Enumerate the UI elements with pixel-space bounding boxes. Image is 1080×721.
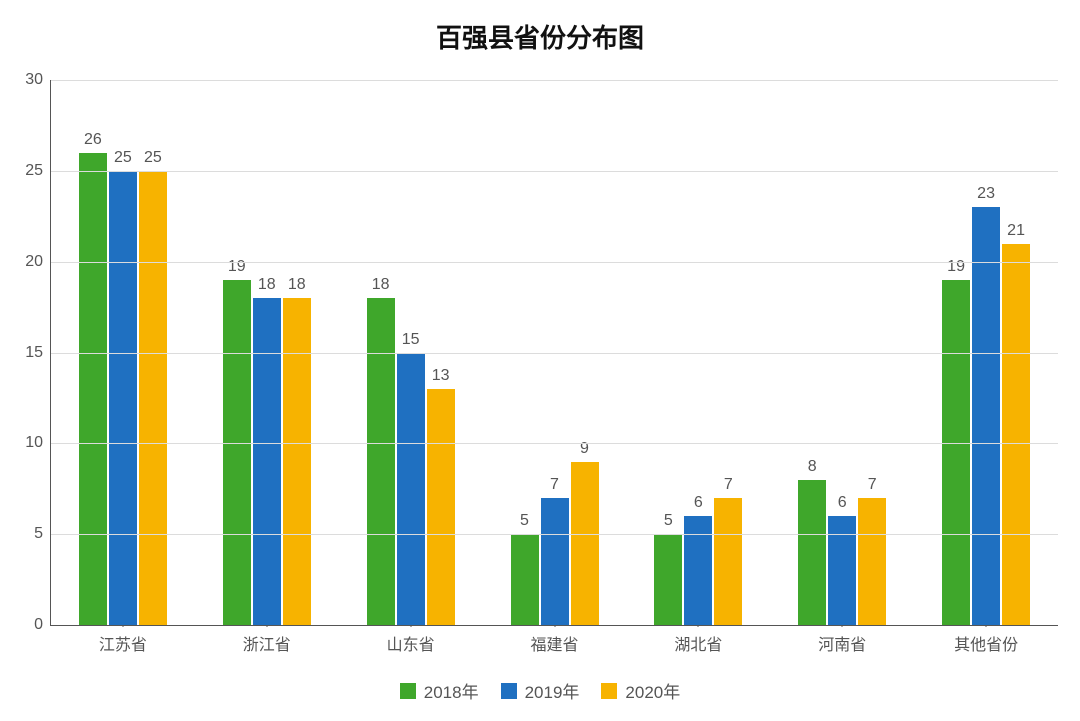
bar-value-label: 13 [432,367,450,385]
bar-value-label: 5 [520,512,529,530]
bar-value-label: 5 [664,512,673,530]
bar: 26 [79,153,107,625]
chart-title: 百强县省份分布图 [0,18,1080,55]
ytick-label: 15 [11,344,43,362]
bar-value-label: 25 [144,149,162,167]
legend-swatch [501,683,517,699]
bar: 9 [571,462,599,626]
grid-line [51,353,1058,354]
bar: 7 [541,498,569,625]
bar-value-label: 18 [258,276,276,294]
ytick-label: 20 [11,253,43,271]
bar: 15 [397,353,425,626]
bar: 19 [223,280,251,625]
bar: 21 [1002,244,1030,626]
bar: 6 [828,516,856,625]
bar: 23 [972,207,1000,625]
legend-item: 2020年 [601,678,680,703]
xtick-label: 福建省 [483,631,627,655]
ytick-label: 30 [11,71,43,89]
bar-value-label: 7 [868,476,877,494]
xtick-label: 其他省份 [914,631,1058,655]
bar: 25 [109,171,137,625]
bar-value-label: 18 [288,276,306,294]
bar: 8 [798,480,826,625]
bar-value-label: 26 [84,131,102,149]
chart-container: 百强县省份分布图 江苏省262525浙江省191818山东省181513福建省5… [0,0,1080,721]
legend-item: 2019年 [501,678,580,703]
bar: 6 [684,516,712,625]
bar-value-label: 19 [947,258,965,276]
grid-line [51,262,1058,263]
bar: 5 [654,534,682,625]
legend-swatch [601,683,617,699]
bar-value-label: 19 [228,258,246,276]
bar-value-label: 6 [694,494,703,512]
grid-line [51,80,1058,81]
bar: 5 [511,534,539,625]
legend-swatch [400,683,416,699]
legend-label: 2020年 [625,678,680,703]
legend-label: 2018年 [424,678,479,703]
bar: 19 [942,280,970,625]
xtick-label: 江苏省 [51,631,195,655]
bar-value-label: 9 [580,440,589,458]
legend-item: 2018年 [400,678,479,703]
legend-label: 2019年 [525,678,580,703]
bar: 18 [253,298,281,625]
bar: 13 [427,389,455,625]
bar: 7 [858,498,886,625]
bar: 25 [139,171,167,625]
bar-value-label: 23 [977,185,995,203]
bar-value-label: 18 [372,276,390,294]
xtick-label: 山东省 [339,631,483,655]
ytick-label: 25 [11,162,43,180]
bar-value-label: 6 [838,494,847,512]
grid-line [51,443,1058,444]
xtick-label: 湖北省 [626,631,770,655]
xtick-label: 河南省 [770,631,914,655]
bar: 7 [714,498,742,625]
bar-value-label: 15 [402,331,420,349]
bar: 18 [367,298,395,625]
bar-value-label: 7 [550,476,559,494]
bar-value-label: 7 [724,476,733,494]
ytick-label: 5 [11,525,43,543]
legend: 2018年 2019年 2020年 [0,678,1080,703]
plot-area: 江苏省262525浙江省191818山东省181513福建省579湖北省567河… [50,80,1058,626]
xtick-label: 浙江省 [195,631,339,655]
bar-value-label: 8 [808,458,817,476]
bar-value-label: 25 [114,149,132,167]
ytick-label: 10 [11,434,43,452]
ytick-label: 0 [11,616,43,634]
grid-line [51,534,1058,535]
grid-line [51,171,1058,172]
bar: 18 [283,298,311,625]
bar-value-label: 21 [1007,222,1025,240]
